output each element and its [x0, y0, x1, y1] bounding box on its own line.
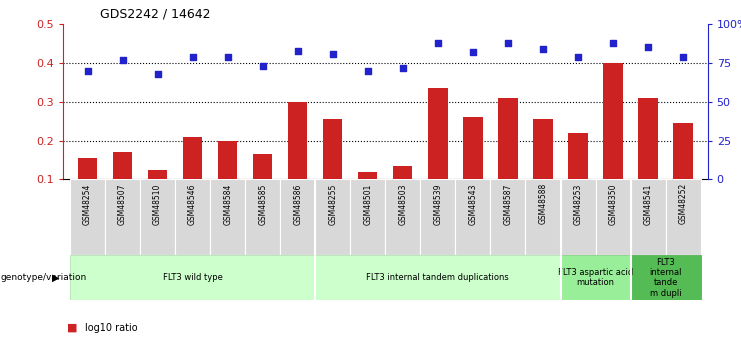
- Bar: [463, 117, 482, 179]
- Point: [642, 45, 654, 50]
- Bar: [175, 179, 210, 255]
- Bar: [323, 119, 342, 179]
- Bar: [183, 137, 202, 179]
- Text: GSM48507: GSM48507: [118, 183, 127, 225]
- Point: [537, 46, 549, 52]
- Point: [607, 40, 619, 46]
- Bar: [70, 255, 315, 300]
- Bar: [218, 141, 237, 179]
- Bar: [525, 179, 560, 255]
- Bar: [288, 102, 308, 179]
- Bar: [631, 255, 701, 300]
- Text: log10 ratio: log10 ratio: [85, 323, 138, 333]
- Text: GSM48585: GSM48585: [258, 183, 268, 225]
- Point: [187, 54, 199, 59]
- Bar: [639, 98, 658, 179]
- Bar: [210, 179, 245, 255]
- Text: GSM48541: GSM48541: [644, 183, 653, 225]
- Bar: [674, 123, 693, 179]
- Bar: [78, 158, 97, 179]
- Point: [292, 48, 304, 53]
- Text: GSM48503: GSM48503: [399, 183, 408, 225]
- Text: FLT3 aspartic acid
mutation: FLT3 aspartic acid mutation: [558, 268, 633, 287]
- Text: GSM48510: GSM48510: [153, 183, 162, 225]
- Bar: [315, 255, 560, 300]
- Point: [116, 57, 128, 62]
- Bar: [560, 255, 631, 300]
- Point: [82, 68, 93, 73]
- Bar: [280, 179, 315, 255]
- Point: [362, 68, 373, 73]
- Text: GSM48546: GSM48546: [188, 183, 197, 225]
- Text: GSM48350: GSM48350: [608, 183, 617, 225]
- Bar: [105, 179, 140, 255]
- Bar: [315, 179, 350, 255]
- Bar: [498, 98, 517, 179]
- Text: ■: ■: [67, 323, 77, 333]
- Text: GSM48254: GSM48254: [83, 183, 92, 225]
- Bar: [385, 179, 420, 255]
- Text: FLT3 wild type: FLT3 wild type: [163, 273, 222, 282]
- Point: [432, 40, 444, 46]
- Point: [572, 54, 584, 59]
- Bar: [420, 179, 456, 255]
- Point: [502, 40, 514, 46]
- Text: GSM48501: GSM48501: [363, 183, 372, 225]
- Point: [677, 54, 689, 59]
- Bar: [534, 119, 553, 179]
- Bar: [596, 179, 631, 255]
- Bar: [603, 63, 622, 179]
- Bar: [491, 179, 525, 255]
- Bar: [358, 172, 377, 179]
- Text: GSM48252: GSM48252: [679, 183, 688, 225]
- Text: GSM48255: GSM48255: [328, 183, 337, 225]
- Text: GDS2242 / 14642: GDS2242 / 14642: [100, 8, 210, 21]
- Text: genotype/variation: genotype/variation: [1, 273, 87, 282]
- Bar: [70, 179, 105, 255]
- Bar: [113, 152, 132, 179]
- Bar: [350, 179, 385, 255]
- Text: FLT3 internal tandem duplications: FLT3 internal tandem duplications: [367, 273, 509, 282]
- Bar: [148, 170, 167, 179]
- Text: GSM48588: GSM48588: [539, 183, 548, 225]
- Text: FLT3
internal
tande
m dupli: FLT3 internal tande m dupli: [649, 258, 682, 298]
- Bar: [253, 154, 273, 179]
- Bar: [428, 88, 448, 179]
- Point: [152, 71, 164, 77]
- Text: GSM48543: GSM48543: [468, 183, 477, 225]
- Point: [222, 54, 233, 59]
- Text: GSM48587: GSM48587: [503, 183, 513, 225]
- Point: [397, 65, 409, 70]
- Point: [467, 49, 479, 55]
- Bar: [393, 166, 413, 179]
- Text: GSM48253: GSM48253: [574, 183, 582, 225]
- Bar: [631, 179, 665, 255]
- Text: ▶: ▶: [52, 273, 59, 283]
- Text: GSM48539: GSM48539: [433, 183, 442, 225]
- Bar: [665, 179, 701, 255]
- Text: GSM48584: GSM48584: [223, 183, 232, 225]
- Bar: [245, 179, 280, 255]
- Bar: [456, 179, 491, 255]
- Point: [257, 63, 269, 69]
- Bar: [568, 133, 588, 179]
- Bar: [560, 179, 596, 255]
- Bar: [140, 179, 175, 255]
- Point: [327, 51, 339, 56]
- Text: GSM48586: GSM48586: [293, 183, 302, 225]
